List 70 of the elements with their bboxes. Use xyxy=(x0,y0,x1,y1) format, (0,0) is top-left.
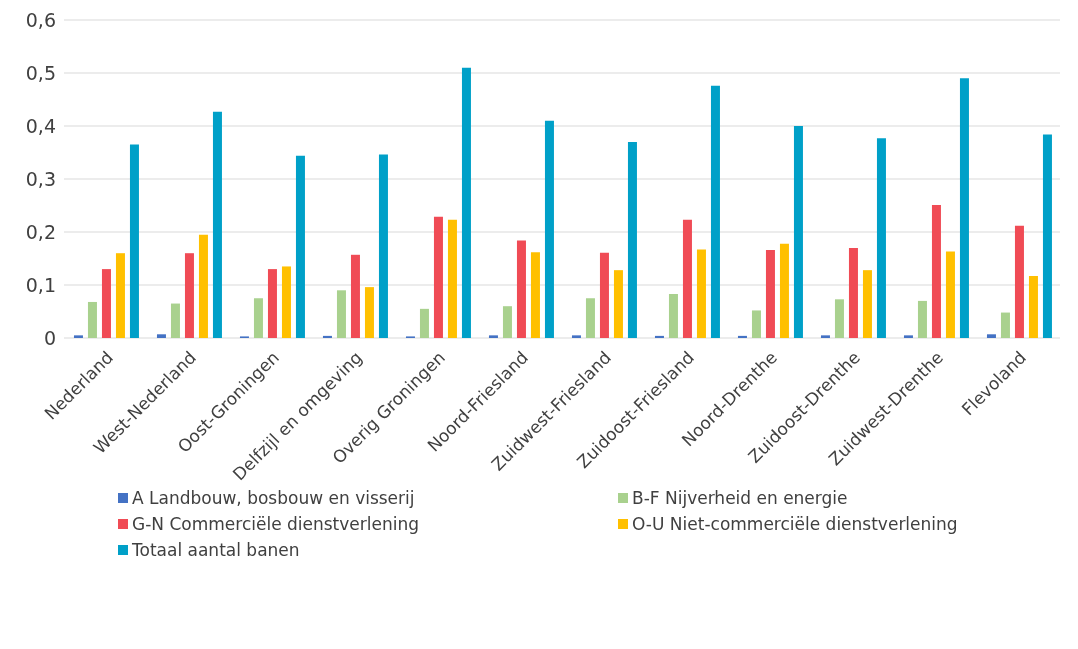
bar xyxy=(585,298,595,338)
bar xyxy=(765,250,775,338)
bar xyxy=(820,335,830,338)
bar xyxy=(433,216,443,338)
bar xyxy=(447,219,457,338)
bar xyxy=(73,335,83,338)
bar xyxy=(599,252,609,338)
bar xyxy=(281,266,291,338)
bar xyxy=(419,308,429,338)
y-tick-label: 0,3 xyxy=(25,167,56,190)
bar xyxy=(1028,275,1038,338)
legend-label: B-F Nijverheid en energie xyxy=(632,488,848,508)
legend-label: G-N Commerciële dienstverlening xyxy=(132,514,420,534)
bar xyxy=(115,253,125,338)
bar xyxy=(1000,312,1010,338)
bar xyxy=(959,78,969,338)
y-tick-label: 0,4 xyxy=(25,114,56,137)
y-tick-label: 0 xyxy=(43,326,56,349)
legend-label: A Landbouw, bosbouw en visserij xyxy=(132,488,415,508)
bar xyxy=(834,299,844,338)
bar xyxy=(198,234,208,338)
bar xyxy=(295,155,305,338)
bar xyxy=(779,243,789,338)
bar xyxy=(322,335,332,338)
bar xyxy=(253,298,263,338)
bar xyxy=(737,335,747,338)
bar xyxy=(184,253,194,338)
bar xyxy=(793,126,803,338)
bar xyxy=(101,269,111,338)
bar xyxy=(571,335,581,338)
legend-label: Totaal aantal banen xyxy=(132,540,300,560)
bar xyxy=(931,204,941,338)
bar xyxy=(668,294,678,338)
y-tick-label: 0,6 xyxy=(25,8,56,31)
y-tick-label: 0,1 xyxy=(25,273,56,296)
bar xyxy=(364,287,374,338)
bar xyxy=(1014,225,1024,338)
bar xyxy=(945,251,955,338)
bar xyxy=(87,301,97,338)
bar xyxy=(710,85,720,338)
y-tick-label: 0,2 xyxy=(25,220,56,243)
y-tick-label: 0,5 xyxy=(25,61,56,84)
bar xyxy=(682,219,692,338)
bar xyxy=(170,303,180,338)
bar xyxy=(613,270,623,338)
bar xyxy=(627,141,637,338)
bar xyxy=(848,247,858,338)
bar xyxy=(267,269,277,338)
bar xyxy=(488,335,498,338)
bar xyxy=(156,334,166,338)
bar xyxy=(1042,134,1052,338)
bar xyxy=(751,310,761,338)
bar xyxy=(544,120,554,338)
bar xyxy=(876,138,886,338)
bar xyxy=(461,67,471,338)
bar xyxy=(378,154,388,338)
bar xyxy=(516,240,526,338)
legend-label: O-U Niet-commerciële dienstverlening xyxy=(632,514,958,534)
bar xyxy=(350,254,360,338)
bar xyxy=(502,306,512,338)
bar xyxy=(903,335,913,338)
bar xyxy=(696,249,706,338)
bar xyxy=(917,300,927,338)
bar xyxy=(986,334,996,338)
bar xyxy=(129,144,139,338)
bar xyxy=(654,335,664,338)
bar xyxy=(212,111,222,338)
bar xyxy=(862,270,872,338)
bar xyxy=(530,252,540,338)
bar xyxy=(336,290,346,338)
